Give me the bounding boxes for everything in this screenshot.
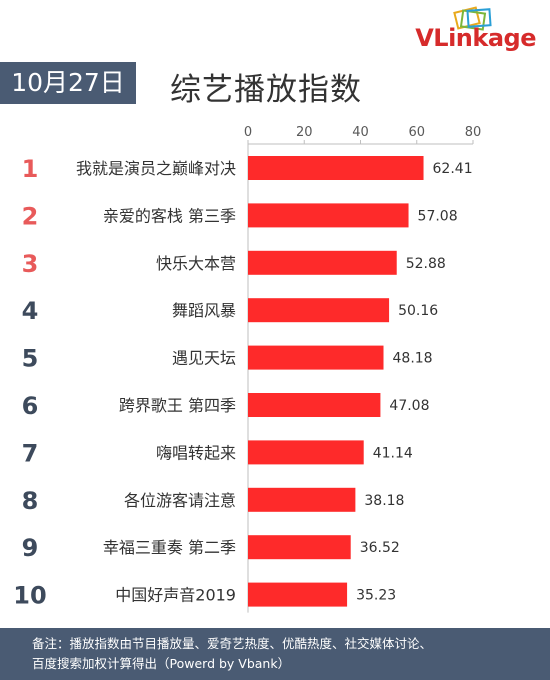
bar — [248, 582, 348, 607]
category-label: 跨界歌王 第四季 — [119, 396, 236, 415]
vlinkage-logo: VLinkage — [396, 6, 536, 54]
bar — [248, 203, 409, 228]
rank-label: 1 — [22, 155, 39, 183]
category-label: 亲爱的客栈 第三季 — [103, 206, 236, 225]
rank-label: 8 — [22, 487, 39, 515]
value-label: 50.16 — [398, 303, 438, 319]
rank-label: 10 — [13, 582, 46, 610]
value-label: 38.18 — [364, 493, 404, 509]
category-label: 遇见天坛 — [172, 349, 236, 368]
bar — [248, 535, 351, 560]
logo-frames-icon — [453, 6, 492, 31]
rank-label: 2 — [22, 202, 39, 230]
value-label: 57.08 — [418, 208, 458, 224]
rank-label: 7 — [22, 439, 39, 467]
category-label: 我就是演员之巅峰对决 — [76, 159, 236, 178]
x-tick-label: 80 — [465, 125, 482, 140]
chart-title: 综艺播放指数 — [170, 72, 362, 108]
rank-label: 9 — [22, 534, 39, 562]
category-label: 中国好声音2019 — [115, 586, 236, 605]
rank-label: 5 — [22, 345, 39, 373]
rank-label: 3 — [22, 250, 39, 278]
bar — [248, 393, 381, 417]
bar — [248, 298, 390, 323]
x-tick-label: 60 — [408, 125, 425, 140]
bar — [248, 250, 397, 275]
value-label: 36.52 — [360, 540, 400, 556]
category-label: 舞蹈风暴 — [172, 301, 236, 320]
category-label: 嗨唱转起来 — [156, 443, 236, 462]
bar — [248, 487, 356, 512]
date-badge: 10月27日 — [0, 62, 136, 104]
footer-note-line2: 百度搜索加权计算得出（Powerd by Vbank） — [32, 656, 291, 671]
value-label: 47.08 — [389, 398, 429, 414]
rank-label: 6 — [22, 392, 39, 420]
bar — [248, 156, 424, 180]
value-label: 48.18 — [393, 351, 433, 367]
x-tick-label: 0 — [244, 125, 252, 140]
rank-label: 4 — [22, 297, 39, 325]
bar — [248, 345, 384, 370]
value-label: 41.14 — [373, 445, 413, 461]
value-label: 52.88 — [406, 256, 446, 272]
category-label: 各位游客请注意 — [124, 491, 236, 510]
category-label: 快乐大本营 — [156, 254, 236, 273]
logo-wordmark: VLinkage — [415, 24, 536, 52]
footer-note: 备注：播放指数由节目播放量、爱奇艺热度、优酷热度、社交媒体讨论、 百度搜索加权计… — [0, 628, 550, 680]
x-tick-label: 40 — [352, 125, 369, 140]
x-tick-label: 20 — [296, 125, 313, 140]
value-label: 62.41 — [433, 161, 473, 177]
bar — [248, 440, 364, 465]
category-label: 幸福三重奏 第二季 — [103, 538, 236, 557]
bar-chart: 0 20 40 60 80 62.41 我就是演员之巅峰对决 1 57.08 亲爱的客栈 第三季 2… — [13, 125, 482, 613]
footer-note-line1: 备注：播放指数由节目播放量、爱奇艺热度、优酷热度、社交媒体讨论、 — [32, 636, 433, 651]
value-label: 35.23 — [356, 588, 396, 604]
